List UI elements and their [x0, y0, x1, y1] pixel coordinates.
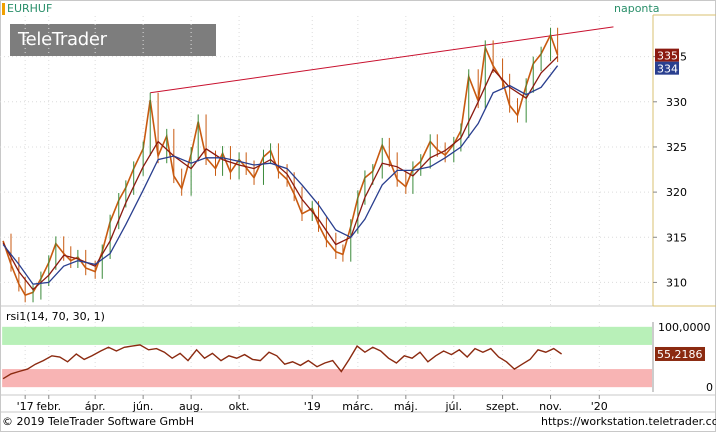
rsi-oversold-zone: [2, 369, 653, 388]
y-tick-label: 310: [666, 276, 687, 289]
x-tick-label: nov.: [539, 400, 562, 413]
x-tick-label: jún.: [132, 400, 154, 413]
x-tick-label: febr.: [36, 400, 61, 413]
x-tick-label: aug.: [179, 400, 203, 413]
x-tick-label: '20: [591, 400, 608, 413]
rsi-overbought-zone: [2, 326, 653, 345]
symbol-marker: [2, 3, 5, 15]
x-tick-label: szept.: [486, 400, 519, 413]
last-value-label-last: 335: [657, 50, 678, 63]
symbol-label[interactable]: EURHUF: [7, 2, 53, 15]
series-line-ma_slow: [2, 65, 559, 285]
rsi-100-label: 100,0000: [658, 321, 711, 334]
x-tick-label: júl.: [445, 400, 463, 413]
workstation-logo: TeleTrader WorkStation: [10, 24, 216, 82]
rsi-indicator-label[interactable]: rsi1(14, 70, 30, 1): [6, 310, 105, 323]
last-value-label-ma: 334: [657, 63, 678, 76]
series-line-ma_fast: [2, 56, 559, 291]
y-tick-label: 315: [666, 231, 687, 244]
copyright-text: © 2019 TeleTrader Software GmbH: [2, 415, 195, 428]
last-value-badge-ma: [655, 61, 679, 75]
x-tick-label: ápr.: [85, 400, 106, 413]
rsi-line: [2, 344, 562, 380]
x-tick-label: máj.: [394, 400, 418, 413]
footer-url-link[interactable]: https://workstation.teletrader.com: [541, 415, 716, 428]
rsi-0-label: 0: [706, 381, 713, 394]
x-tick-label: márc.: [342, 400, 373, 413]
rsi-value-label: 55,2186: [657, 348, 703, 361]
rsi-value-badge: [655, 346, 705, 361]
y-tick-label: 330: [666, 96, 687, 109]
x-tick-label: '19: [304, 400, 321, 413]
period-label[interactable]: naponta: [614, 2, 660, 15]
x-tick-label: okt.: [229, 400, 250, 413]
last-value-badge-last: [655, 48, 679, 62]
y-tick-label: 325: [666, 141, 687, 154]
x-tick-label: '17: [17, 400, 34, 413]
trendline: [150, 26, 614, 94]
y-tick-label: 320: [666, 186, 687, 199]
